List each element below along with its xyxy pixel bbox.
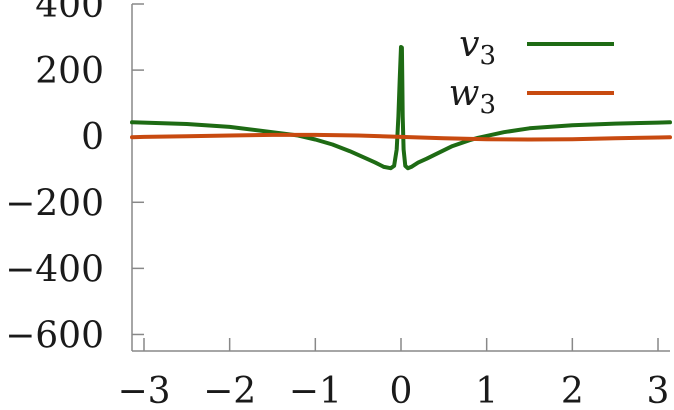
y-tick-label: −600: [5, 315, 104, 356]
x-tick-label: −2: [203, 371, 256, 410]
tick-labels: −3 −2 −1 0 1 2 3 400 200 0 −200 −400 −600: [5, 0, 669, 410]
x-tick-label: 3: [647, 371, 670, 410]
y-tick-label: −400: [5, 249, 104, 290]
legend-series-name: v: [459, 24, 479, 65]
y-tick-label: 0: [81, 117, 104, 158]
series-line-w3: [130, 132, 672, 142]
x-tick-label: −1: [289, 371, 342, 410]
x-tick-label: 1: [475, 371, 498, 410]
legend-series-subscript: 3: [479, 41, 496, 71]
tick-marks: [132, 3, 659, 351]
x-tick-label: 2: [561, 371, 584, 410]
x-tick-label: −3: [117, 371, 170, 410]
series-lines: [130, 45, 672, 171]
legend-label-w3: w3: [449, 73, 496, 120]
y-tick-label: 400: [35, 0, 104, 26]
legend-label-v3: v3: [459, 24, 496, 71]
legend-series-subscript: 3: [479, 90, 496, 120]
y-tick-label: −200: [5, 183, 104, 224]
legend-series-name: w: [449, 73, 480, 114]
y-tick-label: 200: [35, 51, 104, 92]
series-line-v3: [130, 45, 672, 171]
x-tick-label: 0: [390, 371, 413, 410]
